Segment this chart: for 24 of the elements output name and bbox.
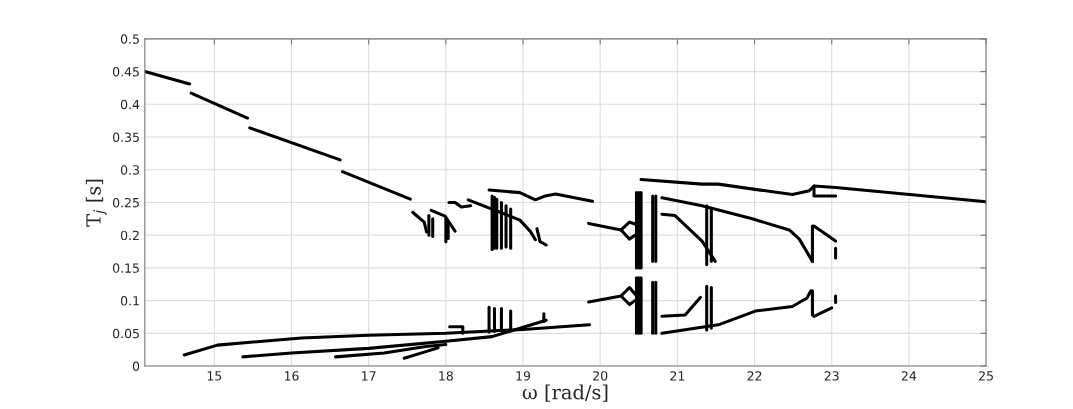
x-tick-label: 25 [979, 371, 993, 381]
x-tick-label: 23 [824, 371, 839, 381]
x-tick-label: 19 [516, 371, 531, 381]
y-tick-label: 0.4 [120, 99, 140, 110]
y-tick-label: 0.45 [112, 67, 139, 77]
x-tick-label: 20 [593, 371, 608, 381]
x-tick-label: 21 [670, 371, 685, 381]
x-axis-title: ω [rad/s] [522, 384, 608, 402]
x-tick-label: 24 [901, 371, 917, 381]
x-tick-label: 15 [207, 371, 222, 381]
y-tick-label: 0.2 [120, 230, 139, 241]
x-tick-label: 17 [362, 371, 376, 381]
y-tick-label: 0 [132, 361, 140, 371]
y-tick-label: 0.15 [112, 263, 139, 273]
y-tick-label: 0.5 [120, 34, 139, 44]
x-tick-label: 18 [439, 371, 453, 381]
y-tick-label: 0.3 [120, 165, 139, 175]
y-axis-title: T$_{j}$ [s] [85, 179, 107, 227]
y-tick-label: 0.25 [112, 197, 139, 208]
y-tick-label: 0.1 [120, 296, 139, 306]
x-tick-label: 22 [747, 371, 762, 381]
y-tick-label: 0.35 [112, 132, 139, 142]
y-tick-label: 0.05 [112, 328, 139, 339]
x-tick-label: 16 [284, 371, 299, 381]
